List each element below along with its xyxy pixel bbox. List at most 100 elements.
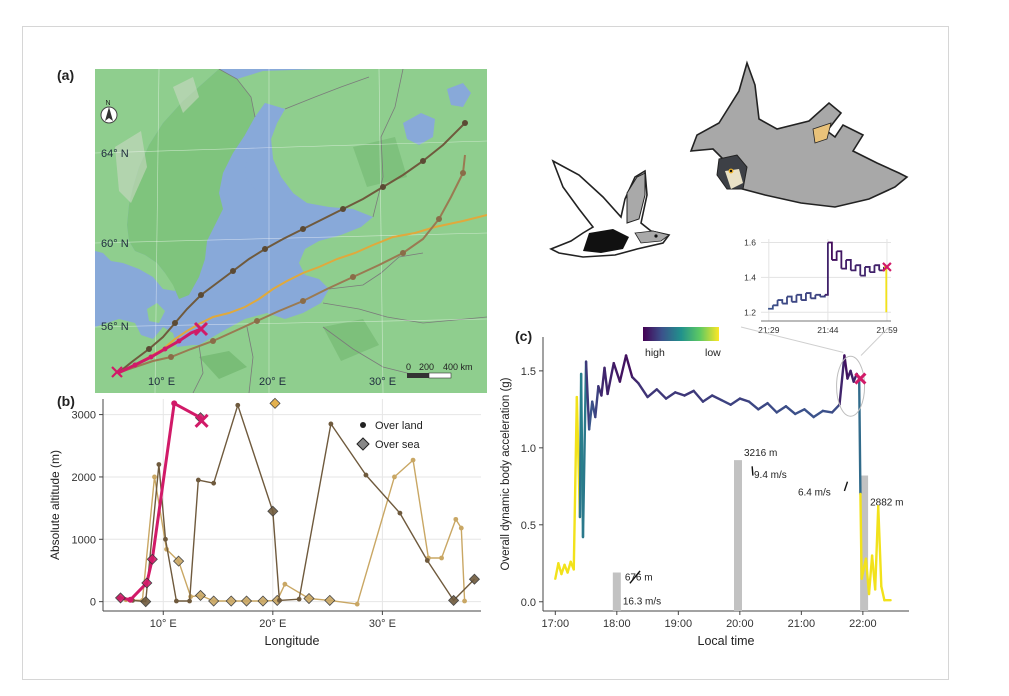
panel-b-label: (b) [57,393,75,409]
plover-illustration [549,159,671,258]
data-point-land [171,400,178,407]
wind-speed-label: 6.4 m/s [798,488,831,499]
data-point-sea [225,595,237,607]
map-border [284,76,370,110]
altitude-bar [612,572,621,611]
bar-altitude-label: 3216 m [744,448,777,459]
odba-segment [794,408,806,416]
data-point-sea [173,555,185,567]
odba-segment [655,388,668,400]
inset-chart: 1.2 1.4 1.6 21:29 21:44 21:59 [744,237,898,335]
inset-segment [777,299,784,304]
lat-label-60: 60° N [101,238,129,250]
data-point-land [354,601,360,607]
y-tick-label: 0 [90,597,96,609]
data-point-sea [208,595,220,607]
x-tick-label: 20:00 [726,618,754,630]
data-point-land [282,581,288,587]
map-border [192,344,204,393]
figure-frame: (a) [22,26,949,680]
data-point-sea [267,505,279,517]
inset-segment [827,241,833,260]
inset-connector [740,326,844,353]
inset-x-tick-label: 21:29 [758,325,780,335]
map-graticule [154,69,160,393]
odba-segment [766,401,778,414]
data-point-land [156,462,162,467]
x-tick-label: 19:00 [665,618,693,630]
panel-b-chart: 0 1000 2000 3000 10° E 20° E 30° E Longitude Abs… [48,397,481,648]
altitude-bar [733,460,742,611]
inset-y-tick-label: 1.2 [744,307,756,317]
data-point-land [163,536,168,542]
map-relief [173,77,199,113]
panel-c-chart: 0.0 0.5 1.0 1.5 17:00 18:00 19:00 20:00 21:00 22:… [500,326,909,648]
y-tick-label: 2000 [72,472,96,484]
inset-segment [782,296,788,305]
odba-segment [859,492,863,580]
x-tick-label: 18:00 [603,618,631,630]
data-point-land [211,480,217,486]
data-point-land [296,596,302,602]
map-east-land [199,69,487,393]
odba-segment [646,388,658,399]
odba-segment [738,397,751,403]
odba-segment [821,409,834,414]
inset-segment [831,251,838,261]
data-point-land [152,474,157,480]
panel-c-label: (c) [515,328,532,344]
inset-segment [841,259,847,270]
odba-segment [637,381,649,399]
data-point-sea [257,595,269,607]
map-border [322,302,487,324]
map-graticule [95,318,487,328]
data-point-land [397,510,403,516]
north-arrow-label: N [106,100,111,107]
x-tick-label: 21:00 [788,618,816,630]
wind-arrow-icon [751,466,754,476]
y-tick-label: 1.0 [521,443,536,455]
data-point-sea [303,592,315,605]
colorbar-low-label: low [705,347,721,359]
y-axis-label: Overall dynamic body acceleration (g) [500,377,512,570]
odba-segment [880,585,886,602]
x-tick-label: 20° E [259,618,286,630]
lat-label-64: 64° N [101,148,129,160]
odba-segment [618,354,628,383]
data-point-land [453,516,459,522]
inset-x-tick-label: 21:59 [876,325,898,335]
end-cross-marker [854,372,867,385]
odba-segment [572,395,579,571]
map-norway [95,69,219,291]
legend-land-label: Over land [375,420,423,432]
data-point-land [424,558,430,563]
inset-plot-area [761,239,891,321]
inset-x-tick-label: 21:44 [817,325,839,335]
track-dark-dots [146,120,468,352]
odba-segment [587,400,594,431]
odba-segment [747,400,760,411]
odba-segment [594,385,600,419]
colorbar [643,327,719,341]
data-point-land [277,598,282,603]
odba-segment [720,398,732,406]
data-point-land [392,474,397,480]
map-border [322,326,424,378]
inset-y-tick-label: 1.4 [744,272,756,282]
lat-label-56: 56° N [101,321,129,333]
panel-a-label: (a) [57,67,74,83]
altitude-bar [860,475,869,611]
scale-bar-black [407,373,429,378]
odba-segment [838,354,846,406]
data-point-land [187,598,192,604]
y-tick-label: 3000 [72,410,96,422]
end-cross-marker [194,413,209,428]
inset-segment [796,293,803,301]
map: 0 200 400 km N 64° N 60° N 56° N 10° E 2… [95,69,487,393]
map-border [218,69,256,118]
lon-label-20: 20° E [259,376,286,388]
scale-label-400: 400 km [443,362,473,372]
legend-land-marker [360,422,366,428]
inset-segment [869,265,876,274]
data-point-sea [140,596,152,608]
